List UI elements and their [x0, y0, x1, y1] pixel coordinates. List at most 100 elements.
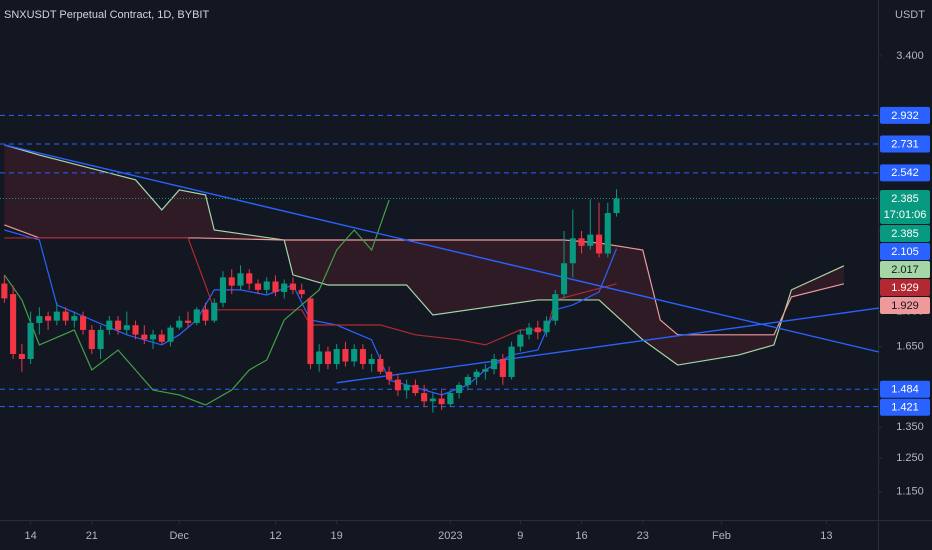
- price-badge: [880, 224, 930, 242]
- candle-body: [412, 384, 419, 394]
- candle-body: [45, 316, 52, 321]
- candle-body: [595, 234, 603, 254]
- candle-body: [421, 393, 428, 402]
- candle-body: [88, 329, 95, 350]
- price-badge: [880, 260, 930, 278]
- candle-body: [508, 346, 515, 377]
- candle-body: [587, 234, 594, 246]
- candle-body: [394, 379, 401, 391]
- x-tick-label: 13: [820, 530, 832, 542]
- candle-body: [149, 334, 157, 340]
- candle-body: [482, 369, 489, 372]
- candle-body: [456, 384, 463, 394]
- price-badge: [880, 242, 930, 260]
- candle-body: [219, 277, 227, 303]
- candle-body: [10, 294, 17, 354]
- candle-body: [298, 289, 305, 295]
- candle-body: [202, 309, 209, 321]
- trend-line: [336, 307, 879, 384]
- candle-body: [106, 320, 113, 330]
- price-badge-label: 2.542: [891, 167, 919, 179]
- plot-area: [0, 114, 880, 413]
- price-badge-label: 2.017: [891, 264, 919, 276]
- x-tick-label: 9: [517, 530, 523, 542]
- candle-body: [491, 358, 498, 370]
- candle-body: [1, 283, 8, 299]
- candle-body: [316, 351, 323, 365]
- candle-body: [53, 311, 60, 321]
- indicator-line: [4, 237, 617, 346]
- price-badge: [880, 135, 930, 153]
- candle-body: [526, 327, 533, 335]
- price-badge: [880, 380, 930, 398]
- candle-body: [464, 376, 471, 385]
- price-badge: [880, 164, 930, 182]
- trend-line: [4, 144, 880, 353]
- candle-body: [246, 273, 253, 284]
- price-badge-label: 2.105: [891, 246, 919, 258]
- y-tick-label: 1.650: [896, 341, 924, 353]
- candle-body: [114, 320, 122, 330]
- candle-body: [560, 263, 568, 295]
- candle-body: [386, 371, 393, 380]
- candle-body: [254, 283, 262, 290]
- candle-body: [184, 320, 192, 323]
- chart-title: SNXUSDT Perpetual Contract, 1D, BYBIT: [4, 9, 209, 21]
- candle-body: [36, 316, 43, 323]
- x-tick-label: 23: [637, 530, 649, 542]
- x-tick-label: 2023: [438, 530, 462, 542]
- price-badge-label: 2.385: [891, 193, 919, 205]
- x-tick-label: 19: [331, 530, 343, 542]
- price-badge-label: 2.731: [891, 138, 919, 150]
- candle-body: [333, 349, 340, 365]
- price-badge-label: 2.932: [891, 110, 919, 122]
- candle-body: [71, 316, 78, 321]
- y-tick-label: 1.150: [896, 486, 924, 498]
- candle-body: [552, 294, 559, 321]
- candle-body: [569, 238, 576, 264]
- indicator-line: [4, 144, 845, 366]
- candle-body: [193, 309, 200, 323]
- candle-body: [438, 398, 445, 405]
- price-badge-label: 1.929: [891, 282, 919, 294]
- y-tick-label: 1.250: [896, 452, 924, 464]
- candle-body: [272, 281, 279, 292]
- candle-body: [543, 320, 550, 333]
- x-tick-label: 21: [86, 530, 98, 542]
- price-badge: [880, 189, 930, 224]
- candle-body: [281, 283, 288, 292]
- candle-body: [429, 398, 436, 402]
- candle-body: [351, 349, 358, 362]
- candle-body: [307, 298, 314, 365]
- candle-body: [359, 349, 366, 365]
- candle-body: [132, 325, 139, 335]
- candle-body: [403, 384, 410, 391]
- y-tick-label: 3.400: [896, 50, 924, 62]
- indicator-line: [4, 229, 618, 396]
- candle-body: [534, 327, 541, 333]
- candle-body: [517, 334, 524, 347]
- countdown-label: 17:01:06: [884, 209, 927, 221]
- x-tick-label: 16: [575, 530, 587, 542]
- candle-body: [473, 371, 480, 377]
- price-badge-label: 1.484: [891, 384, 919, 396]
- candle-body: [324, 351, 331, 365]
- candle-body: [176, 320, 183, 328]
- x-tick-label: 12: [269, 530, 281, 542]
- x-tick-label: Feb: [712, 530, 731, 542]
- price-badge: [880, 106, 930, 124]
- candle-body: [578, 238, 585, 246]
- candle-body: [123, 325, 130, 330]
- candle-body: [368, 358, 375, 365]
- price-badge-label: 1.421: [891, 402, 919, 414]
- price-badge: [880, 296, 930, 314]
- candle-body: [289, 283, 297, 290]
- candle-body: [27, 322, 34, 359]
- price-badge-label: 1.929: [891, 300, 919, 312]
- candle-body: [97, 329, 104, 350]
- axes: 3.4002.9002.2001.8001.6501.3501.2501.150…: [24, 50, 930, 542]
- cloud-fill: [4, 144, 844, 366]
